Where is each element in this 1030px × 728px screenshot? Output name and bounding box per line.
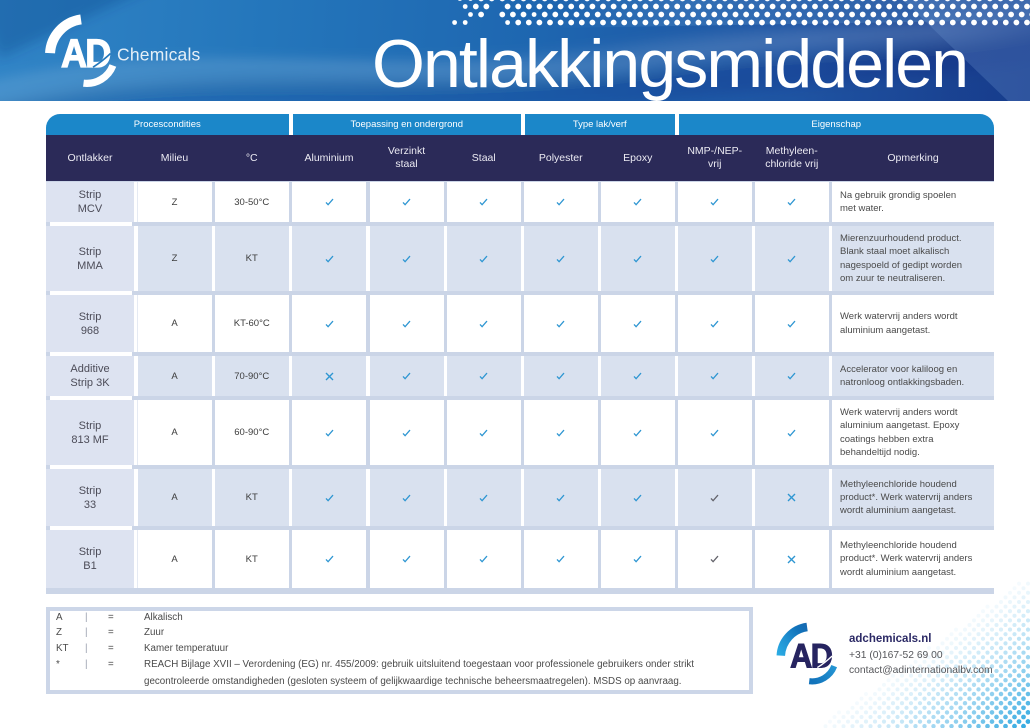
svg-text:Chemicals: Chemicals bbox=[117, 45, 201, 65]
svg-text:AD: AD bbox=[61, 32, 110, 76]
svg-text:AD: AD bbox=[790, 637, 832, 675]
